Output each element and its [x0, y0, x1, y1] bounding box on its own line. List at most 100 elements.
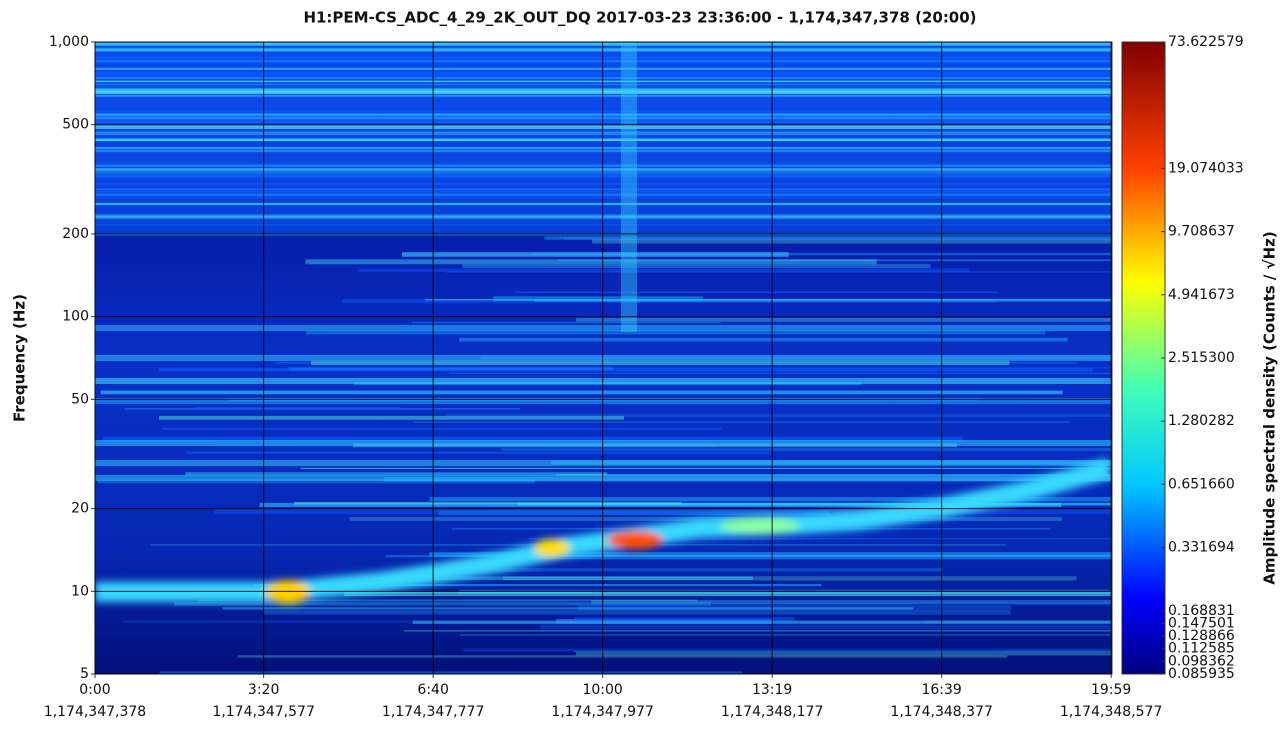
- texture-streak: [493, 296, 703, 302]
- texture-streak: [95, 139, 1112, 141]
- texture-streak: [95, 138, 1112, 141]
- texture-band: [95, 355, 1112, 361]
- texture-band: [95, 325, 1112, 331]
- colorbar-tick-label: 9.708637: [1168, 224, 1235, 240]
- texture-streak: [95, 42, 1112, 45]
- texture-streak: [429, 552, 1112, 557]
- texture-streak: [564, 236, 1112, 241]
- x-tick-label: 6:40: [417, 682, 448, 698]
- texture-streak: [102, 436, 963, 442]
- texture-streak: [95, 150, 1112, 152]
- texture-streak: [95, 133, 1112, 136]
- texture-streak: [412, 421, 1070, 424]
- colorbar-tick-label: 0.147501: [1168, 615, 1235, 631]
- texture-streak: [310, 360, 1010, 366]
- texture-streak: [95, 49, 1112, 52]
- texture-streak: [222, 607, 914, 610]
- x-tick-sublabel: 1,174,347,577: [212, 704, 314, 720]
- colorbar-tick-label: 0.098362: [1168, 653, 1235, 669]
- y-tick-label: 5: [80, 666, 89, 682]
- x-tick-label: 13:19: [752, 682, 792, 698]
- texture-streak: [95, 105, 1112, 107]
- texture-streak: [567, 602, 1112, 606]
- texture-streak: [300, 467, 1112, 469]
- texture-band: [95, 378, 1112, 384]
- texture-streak: [95, 214, 1112, 216]
- colorbar-tick-label: 73.622579: [1168, 34, 1244, 50]
- texture-streak: [412, 321, 721, 324]
- texture-streak: [95, 87, 1112, 90]
- texture-streak: [402, 252, 789, 257]
- x-tick-label: 3:20: [248, 682, 279, 698]
- texture-streak: [95, 233, 1112, 236]
- texture-streak: [459, 634, 1112, 636]
- texture-streak: [195, 406, 401, 409]
- texture-streak: [95, 170, 1112, 173]
- texture-streak: [591, 600, 1112, 605]
- ridge-hotspot: [607, 531, 663, 549]
- texture-streak: [578, 605, 1012, 611]
- y-tick-label: 1,000: [49, 34, 89, 50]
- ridge-hotspot: [266, 580, 310, 604]
- texture-streak: [95, 117, 1112, 119]
- texture-streak: [574, 617, 795, 622]
- texture-streak: [528, 537, 1112, 540]
- texture-streak: [237, 655, 1008, 658]
- texture-streak: [95, 80, 1112, 83]
- texture-streak: [378, 576, 754, 580]
- y-tick-label: 20: [71, 501, 89, 517]
- bright-column: [621, 42, 637, 332]
- colorbar-tick-label: 4.941673: [1168, 287, 1235, 303]
- y-tick-label: 100: [62, 309, 89, 325]
- texture-streak: [592, 239, 1112, 244]
- texture-streak: [501, 447, 1112, 452]
- texture-streak: [438, 510, 830, 515]
- colorbar-tick-label: 0.651660: [1168, 476, 1235, 492]
- texture-streak: [95, 124, 1112, 127]
- spectrogram-texture: [95, 42, 1112, 674]
- texture-streak: [95, 83, 1112, 86]
- y-tick-label: 200: [62, 226, 89, 242]
- ridge-hotspot: [534, 539, 570, 557]
- chart-title: H1:PEM-CS_ADC_4_29_2K_OUT_DQ 2017-03-23 …: [303, 9, 976, 27]
- y-tick-label: 50: [71, 391, 89, 407]
- texture-streak: [95, 95, 1112, 97]
- texture-streak: [95, 146, 1112, 150]
- colorbar-tick-label: 0.331694: [1168, 540, 1235, 556]
- texture-streak: [95, 115, 1112, 119]
- texture-streak: [158, 367, 1093, 372]
- texture-band: [95, 475, 1112, 481]
- texture-streak: [95, 169, 1112, 171]
- texture-streak: [95, 76, 1112, 78]
- x-tick-sublabel: 1,174,348,577: [1060, 704, 1162, 720]
- texture-streak: [95, 47, 1112, 50]
- texture-streak: [404, 630, 1112, 632]
- x-tick-label: 10:00: [582, 682, 622, 698]
- texture-streak: [174, 601, 711, 606]
- texture-streak: [576, 652, 1112, 656]
- texture-streak: [95, 71, 1112, 75]
- texture-streak: [95, 216, 1112, 220]
- texture-streak: [556, 474, 1112, 476]
- colorbar-tick-label: 2.515300: [1168, 350, 1235, 366]
- texture-streak: [95, 188, 1112, 190]
- texture-streak: [95, 119, 1112, 121]
- texture-streak: [502, 576, 1077, 581]
- texture-streak: [95, 163, 1112, 167]
- x-tick-sublabel: 1,174,348,377: [890, 704, 992, 720]
- texture-streak: [95, 42, 1112, 45]
- texture-streak: [488, 508, 855, 511]
- plot-area: [95, 42, 1112, 674]
- texture-streak: [124, 407, 520, 410]
- texture-streak: [95, 196, 1112, 199]
- texture-streak: [100, 390, 1063, 395]
- texture-streak: [412, 620, 1112, 624]
- texture-band: [95, 460, 1112, 466]
- x-tick-label: 19:59: [1091, 682, 1131, 698]
- texture-streak: [419, 568, 943, 572]
- texture-streak: [95, 182, 1112, 186]
- y-axis-label: Frequency (Hz): [11, 294, 29, 422]
- colorbar-tick-label: 0.128866: [1168, 628, 1235, 644]
- texture-streak: [515, 291, 998, 293]
- colorbar: [1121, 41, 1166, 675]
